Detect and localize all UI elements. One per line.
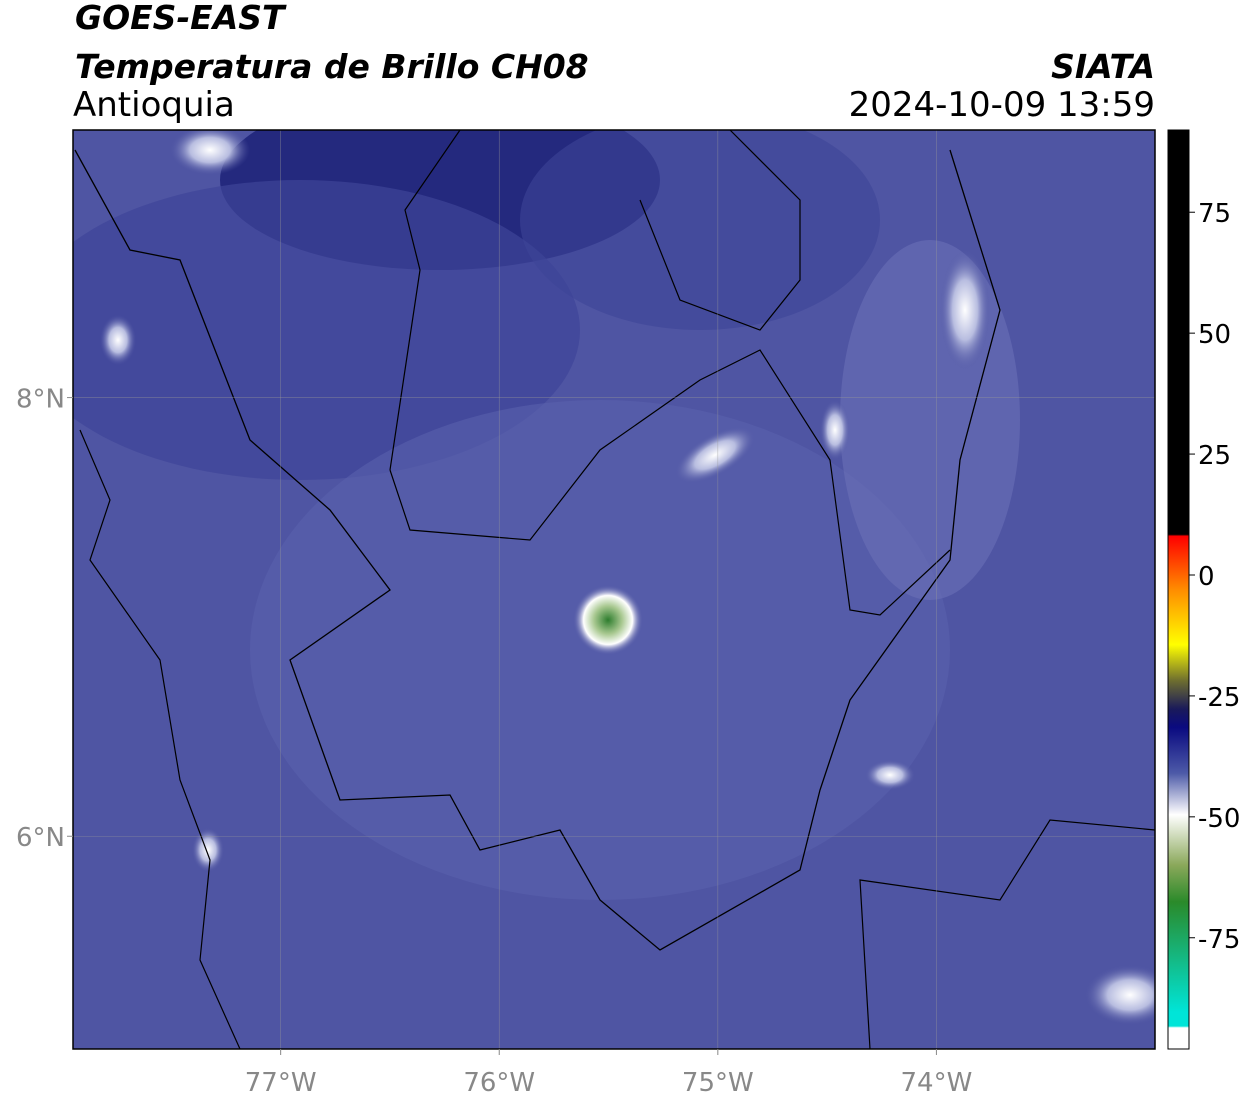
y-tick-label: 8°N [16, 385, 65, 415]
y-tick-label: 6°N [16, 823, 65, 853]
map-area [73, 130, 1155, 1049]
cloud [573, 585, 643, 655]
x-tick-label: 77°W [245, 1068, 317, 1098]
region: Antioquia [73, 85, 235, 125]
cloud [192, 828, 224, 872]
cloud [940, 250, 990, 370]
map-frame [72, 129, 1156, 1050]
colorbar [1167, 129, 1190, 1050]
border [389, 130, 801, 471]
colorbar-tick-label: -25 [1198, 683, 1240, 713]
subtitle: Temperatura de Brillo CH08 [75, 47, 589, 86]
cloud [840, 240, 1020, 600]
cloud [674, 426, 756, 484]
x-tick-label: 74°W [901, 1068, 973, 1098]
cold-region [73, 180, 580, 480]
cloud [865, 760, 915, 790]
colorbar-tick-label: 0 [1198, 562, 1215, 592]
border [74, 149, 1001, 951]
colorbar-tick-label: -50 [1198, 804, 1240, 834]
source: SIATA [1051, 47, 1155, 86]
cloud [820, 400, 850, 460]
cloud [100, 315, 136, 365]
grid [73, 130, 1155, 1049]
datetime: 2024-10-09 13:59 [849, 85, 1155, 125]
title: GOES-EAST [75, 0, 287, 37]
colorbar-tick-label: 25 [1198, 441, 1231, 471]
colorbar-tick-label: -75 [1198, 925, 1240, 955]
colorbar-tick-label: 75 [1198, 199, 1231, 229]
cloud [1085, 965, 1155, 1025]
x-tick-label: 76°W [463, 1068, 535, 1098]
colorbar-tick-label: 50 [1198, 320, 1231, 350]
cloud [170, 130, 250, 175]
cold-region [520, 130, 880, 330]
x-tick-label: 75°W [682, 1068, 754, 1098]
border [79, 429, 1155, 1049]
border [389, 349, 951, 616]
